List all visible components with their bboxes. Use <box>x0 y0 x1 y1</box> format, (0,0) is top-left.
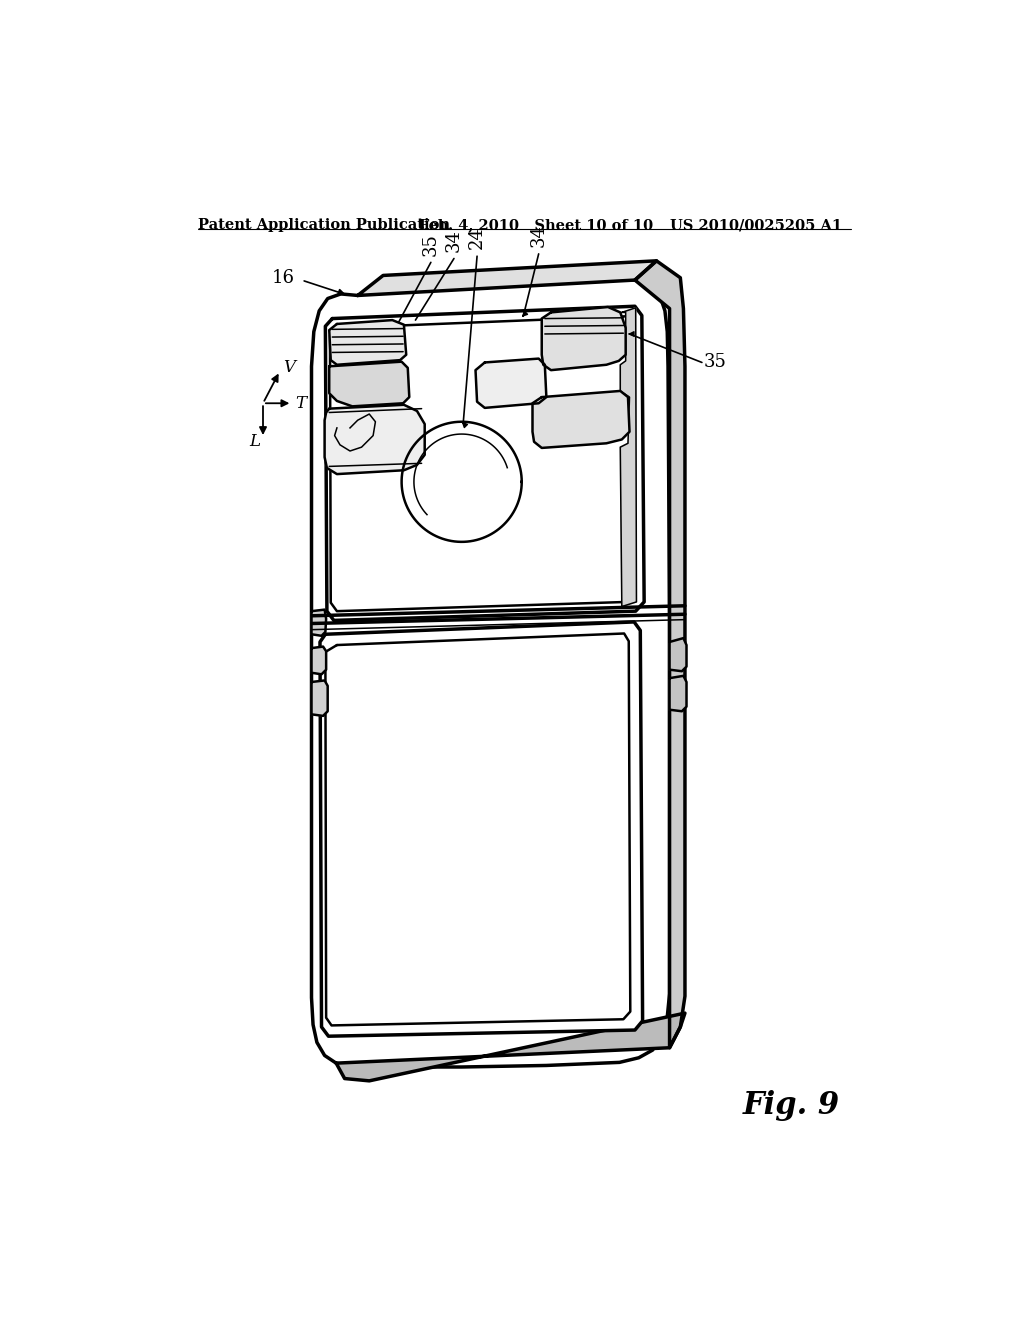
Polygon shape <box>475 359 547 408</box>
Polygon shape <box>357 261 656 296</box>
Text: Fig. 9: Fig. 9 <box>742 1090 840 1121</box>
Polygon shape <box>621 308 637 607</box>
Text: Feb. 4, 2010   Sheet 10 of 10: Feb. 4, 2010 Sheet 10 of 10 <box>419 218 653 232</box>
Polygon shape <box>330 321 407 364</box>
Polygon shape <box>670 676 686 711</box>
Polygon shape <box>635 261 685 1048</box>
Text: 35: 35 <box>703 354 726 371</box>
Text: 34: 34 <box>529 224 548 247</box>
Polygon shape <box>311 610 326 636</box>
Polygon shape <box>532 391 630 447</box>
Polygon shape <box>336 1014 685 1081</box>
Polygon shape <box>326 306 644 620</box>
Text: L: L <box>249 433 260 450</box>
Polygon shape <box>311 280 670 1067</box>
Polygon shape <box>670 638 686 671</box>
Text: US 2010/0025205 A1: US 2010/0025205 A1 <box>670 218 842 232</box>
Polygon shape <box>311 681 328 715</box>
Text: Patent Application Publication: Patent Application Publication <box>199 218 451 232</box>
Text: V: V <box>283 359 295 376</box>
Polygon shape <box>311 647 326 675</box>
Text: 24: 24 <box>468 227 486 249</box>
Polygon shape <box>319 622 643 1036</box>
Polygon shape <box>325 405 425 474</box>
Text: T: T <box>295 395 306 412</box>
Text: 35: 35 <box>422 234 440 256</box>
Polygon shape <box>542 308 626 370</box>
Polygon shape <box>330 362 410 407</box>
Text: 34: 34 <box>445 230 463 252</box>
Text: 16: 16 <box>271 269 295 286</box>
